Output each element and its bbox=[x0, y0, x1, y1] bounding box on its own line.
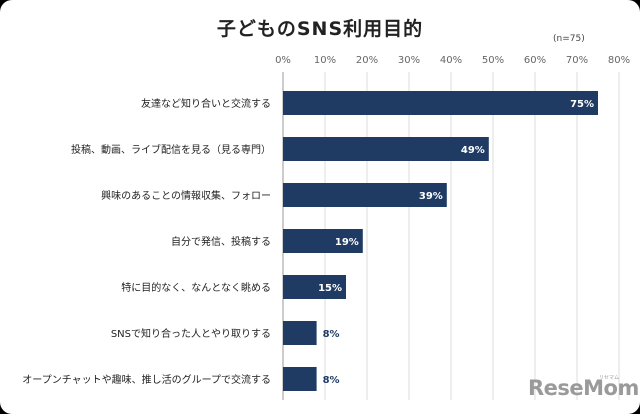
category-label: 特に目的なく、なんとなく眺める bbox=[121, 281, 271, 294]
bar bbox=[283, 137, 489, 161]
x-tick-label: 20% bbox=[356, 55, 378, 66]
bar bbox=[283, 275, 346, 299]
data-label: 19% bbox=[335, 237, 359, 248]
bar bbox=[283, 367, 317, 391]
data-label: 39% bbox=[419, 191, 443, 202]
resemom-logo-sub: リセマム bbox=[599, 375, 620, 381]
data-label: 15% bbox=[318, 283, 342, 294]
category-label: 友達など知り合いと交流する bbox=[141, 97, 271, 110]
x-tick-label: 0% bbox=[275, 55, 291, 66]
bar bbox=[283, 91, 598, 115]
category-label: 興味のあることの情報収集、フォロー bbox=[101, 189, 271, 202]
bar bbox=[283, 229, 363, 253]
x-tick-label: 30% bbox=[398, 55, 420, 66]
category-label: オープンチャットや趣味、推し活のグループで交流する bbox=[22, 373, 271, 386]
x-tick-label: 50% bbox=[482, 55, 504, 66]
category-label: 自分で発信、投稿する bbox=[171, 235, 271, 248]
data-label: 49% bbox=[461, 145, 485, 156]
data-label: 8% bbox=[323, 375, 340, 386]
resemom-logo: ReseMom bbox=[528, 376, 639, 400]
x-tick-label: 70% bbox=[566, 55, 588, 66]
bar bbox=[283, 183, 447, 207]
x-tick-label: 80% bbox=[608, 55, 630, 66]
x-tick-label: 40% bbox=[440, 55, 462, 66]
category-label: SNSで知り合った人とやり取りする bbox=[111, 327, 271, 340]
x-tick-label: 60% bbox=[524, 55, 546, 66]
chart-title: 子どものSNS利用目的 bbox=[216, 18, 424, 40]
category-label: 投稿、動画、ライブ配信を見る（見る専門） bbox=[71, 143, 271, 156]
x-tick-label: 10% bbox=[314, 55, 336, 66]
bar bbox=[283, 321, 317, 345]
sample-size-note: (n=75) bbox=[553, 34, 585, 44]
data-label: 75% bbox=[570, 99, 594, 110]
data-label: 8% bbox=[323, 329, 340, 340]
